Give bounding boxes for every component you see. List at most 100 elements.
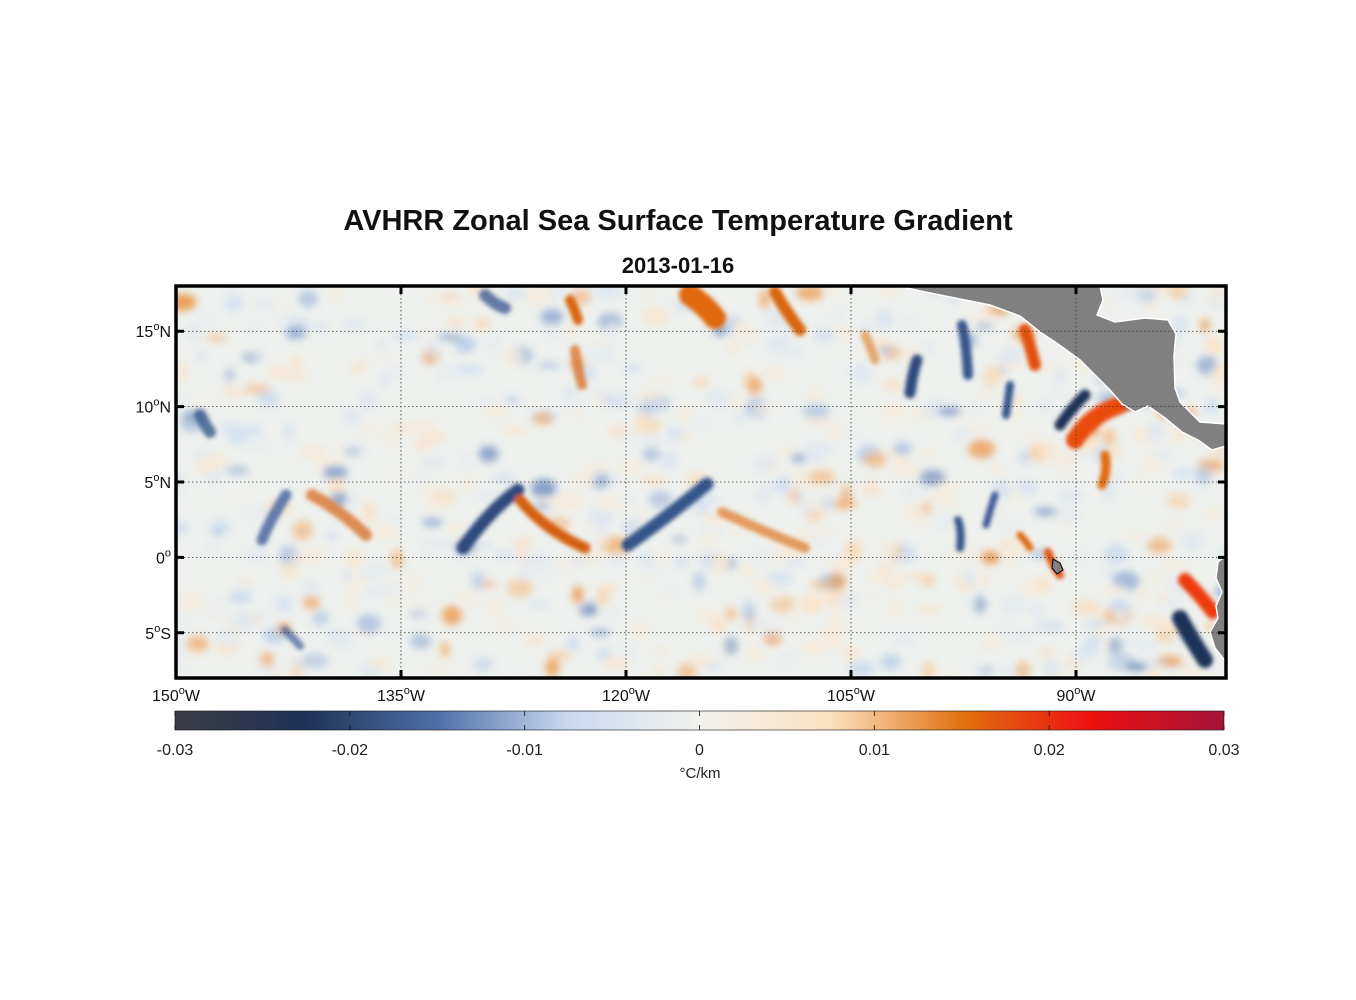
- gradient-cell: [257, 391, 280, 407]
- gradient-cell: [545, 323, 563, 341]
- gradient-cell: [1043, 659, 1060, 678]
- warm-front-feature: [679, 286, 726, 329]
- gradient-cell: [201, 603, 222, 611]
- gradient-cell: [971, 400, 984, 410]
- gradient-cell: [826, 420, 845, 440]
- gradient-cell: [665, 428, 682, 442]
- gradient-cell: [784, 345, 805, 359]
- gradient-cell: [271, 299, 292, 309]
- gradient-cell: [672, 536, 687, 543]
- gradient-cell: [341, 409, 362, 426]
- colorbar-tick-label: 0.03: [1208, 742, 1239, 759]
- gradient-cell: [795, 489, 806, 502]
- gradient-cell: [351, 365, 365, 373]
- gradient-cell: [922, 340, 936, 356]
- cold-front-feature: [479, 289, 511, 314]
- gradient-cell: [460, 475, 476, 492]
- gradient-cell: [197, 310, 218, 326]
- gradient-cell: [799, 504, 816, 516]
- gradient-cell: [863, 452, 888, 468]
- gradient-cell: [244, 323, 261, 333]
- gradient-cell: [767, 621, 780, 639]
- gradient-cell: [355, 424, 382, 436]
- gradient-cell: [767, 365, 786, 382]
- gradient-cell: [902, 483, 923, 500]
- colorbar-unit-label: °C/km: [680, 765, 721, 782]
- gradient-cell: [593, 344, 617, 364]
- gradient-cell: [1143, 660, 1167, 667]
- gradient-cell: [639, 434, 663, 447]
- gradient-cell: [285, 325, 307, 340]
- gradient-cell: [1146, 537, 1173, 554]
- gradient-cell: [530, 559, 557, 577]
- land-galapagos: [1051, 558, 1064, 575]
- cold-front-feature: [904, 354, 923, 399]
- gradient-cell: [548, 286, 565, 299]
- gradient-cell: [1102, 428, 1116, 446]
- gradient-cell: [389, 514, 405, 530]
- gradient-cell: [1158, 593, 1169, 602]
- gradient-cell: [1079, 639, 1100, 657]
- chart-title: AVHRR Zonal Sea Surface Temperature Grad…: [343, 205, 1013, 237]
- gradient-cell: [343, 447, 363, 456]
- latitude-labels: 15oN 10oN 5oN 0o 5oS: [136, 321, 171, 643]
- gradient-cell: [996, 666, 1022, 674]
- gradient-cell: [1175, 467, 1200, 476]
- gradient-cell: [482, 598, 508, 616]
- gradient-cell: [769, 595, 796, 613]
- gradient-cell: [979, 574, 991, 585]
- gradient-cell: [234, 489, 245, 497]
- cold-front-feature: [982, 491, 999, 529]
- gradient-cell: [599, 536, 611, 547]
- gradient-cell: [983, 367, 1005, 384]
- gradient-cell: [728, 340, 739, 355]
- gradient-cell: [712, 553, 729, 573]
- gradient-cell: [1033, 507, 1057, 517]
- gradient-cell: [848, 661, 875, 676]
- gradient-cell: [589, 470, 609, 489]
- gradient-cell: [510, 537, 535, 546]
- gradient-cell: [477, 398, 494, 406]
- gradient-cell: [1182, 532, 1204, 551]
- gradient-cell: [1039, 401, 1051, 410]
- gradient-cell: [299, 445, 327, 460]
- gradient-cell: [1140, 454, 1166, 474]
- gradient-cell: [640, 550, 652, 565]
- gradient-cell: [428, 536, 440, 550]
- gradient-cell: [593, 393, 607, 405]
- gradient-cell: [1031, 549, 1048, 558]
- gradient-cell: [952, 429, 973, 440]
- gradient-cell: [820, 497, 836, 511]
- gradient-cell: [1072, 649, 1085, 667]
- gradient-cell: [1084, 618, 1108, 630]
- gradient-cell: [1112, 609, 1129, 621]
- gradient-cell: [232, 612, 254, 631]
- gradient-cell: [1103, 544, 1130, 564]
- gradient-cell: [301, 578, 318, 595]
- gradient-features: [194, 286, 1220, 668]
- cold-front-feature: [194, 409, 216, 438]
- gradient-cell: [176, 661, 187, 669]
- gradient-cell: [813, 443, 833, 456]
- gradient-cell: [382, 432, 400, 448]
- gradient-cell: [525, 634, 545, 645]
- gradient-cell: [659, 450, 678, 470]
- gradient-cell: [455, 589, 479, 607]
- gradient-cell: [326, 477, 348, 494]
- gradient-cell: [386, 592, 397, 607]
- gradient-cell: [807, 469, 836, 485]
- gradient-cell: [468, 542, 495, 549]
- gradient-cell: [194, 459, 212, 474]
- gradient-cell: [902, 315, 918, 327]
- gradient-cell: [879, 346, 892, 355]
- gradient-cell: [243, 424, 263, 438]
- gradient-cell: [890, 634, 918, 646]
- gradient-cell: [312, 610, 330, 627]
- gradient-cell: [746, 620, 773, 630]
- gradient-cell: [744, 646, 766, 661]
- gradient-cell: [426, 338, 441, 359]
- gradient-cell: [176, 481, 185, 495]
- gradient-cell: [579, 605, 598, 616]
- gradient-cell: [1167, 492, 1191, 509]
- gradient-cell: [255, 297, 276, 311]
